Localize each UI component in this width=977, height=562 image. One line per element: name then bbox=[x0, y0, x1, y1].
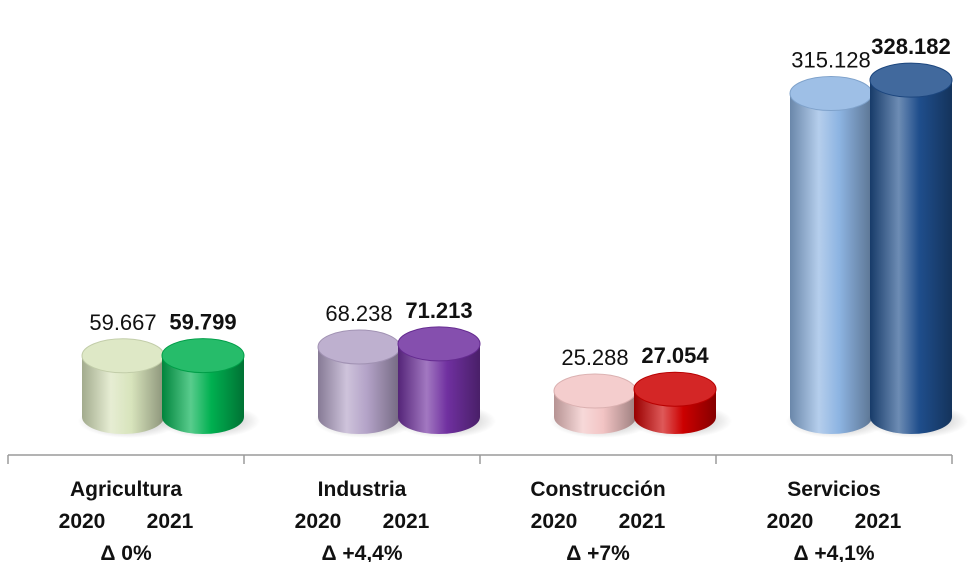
bar bbox=[866, 62, 968, 438]
bar bbox=[314, 329, 416, 438]
year-label: 2021 bbox=[383, 510, 430, 533]
bar-body bbox=[82, 355, 164, 434]
year-label: 2021 bbox=[619, 510, 666, 533]
bar-body bbox=[398, 343, 480, 434]
category-label: Agricultura bbox=[70, 478, 182, 501]
bar-body bbox=[162, 355, 244, 434]
bar-top bbox=[553, 373, 637, 409]
year-label: 2020 bbox=[59, 510, 106, 533]
value-label: 25.288 bbox=[561, 345, 628, 370]
bar-top bbox=[633, 371, 717, 407]
value-label: 59.799 bbox=[169, 310, 236, 335]
value-label: 71.213 bbox=[405, 298, 472, 323]
year-label: 2020 bbox=[767, 510, 814, 533]
year-label: 2021 bbox=[855, 510, 902, 533]
category-label: Construcción bbox=[530, 478, 665, 501]
bar-top bbox=[869, 62, 953, 98]
value-label: 59.667 bbox=[89, 310, 156, 335]
category-label: Servicios bbox=[787, 478, 880, 501]
year-label: 2020 bbox=[531, 510, 578, 533]
bar bbox=[786, 76, 888, 438]
bar-body bbox=[870, 80, 952, 434]
bar bbox=[550, 373, 652, 438]
bar bbox=[394, 326, 496, 438]
category-labels-layer: Agricultura 2020 2021 Δ 0% Industria 202… bbox=[59, 478, 902, 562]
bar-top bbox=[397, 326, 481, 362]
value-label: 27.054 bbox=[641, 343, 709, 368]
value-labels-layer: 59.667 59.799 68.238 71.213 25.288 27.054 315.… bbox=[89, 34, 950, 370]
category-label: Industria bbox=[318, 478, 407, 501]
value-label: 315.128 bbox=[791, 48, 871, 73]
bar bbox=[630, 371, 732, 438]
bar-top bbox=[81, 338, 165, 374]
delta-label: Δ 0% bbox=[100, 542, 152, 562]
bar-top bbox=[789, 76, 873, 112]
bar bbox=[78, 338, 180, 438]
delta-label: Δ +4,4% bbox=[321, 542, 402, 562]
bars-layer bbox=[78, 62, 968, 438]
year-label: 2020 bbox=[295, 510, 342, 533]
bar-top bbox=[161, 338, 245, 374]
bar-body bbox=[790, 93, 872, 434]
bar-body bbox=[318, 346, 400, 434]
value-label: 328.182 bbox=[871, 34, 951, 59]
bar-top bbox=[317, 329, 401, 365]
delta-label: Δ +7% bbox=[566, 542, 630, 562]
x-axis bbox=[7, 454, 953, 464]
bar bbox=[158, 338, 260, 438]
year-label: 2021 bbox=[147, 510, 194, 533]
value-label: 68.238 bbox=[325, 301, 392, 326]
delta-label: Δ +4,1% bbox=[793, 542, 874, 562]
